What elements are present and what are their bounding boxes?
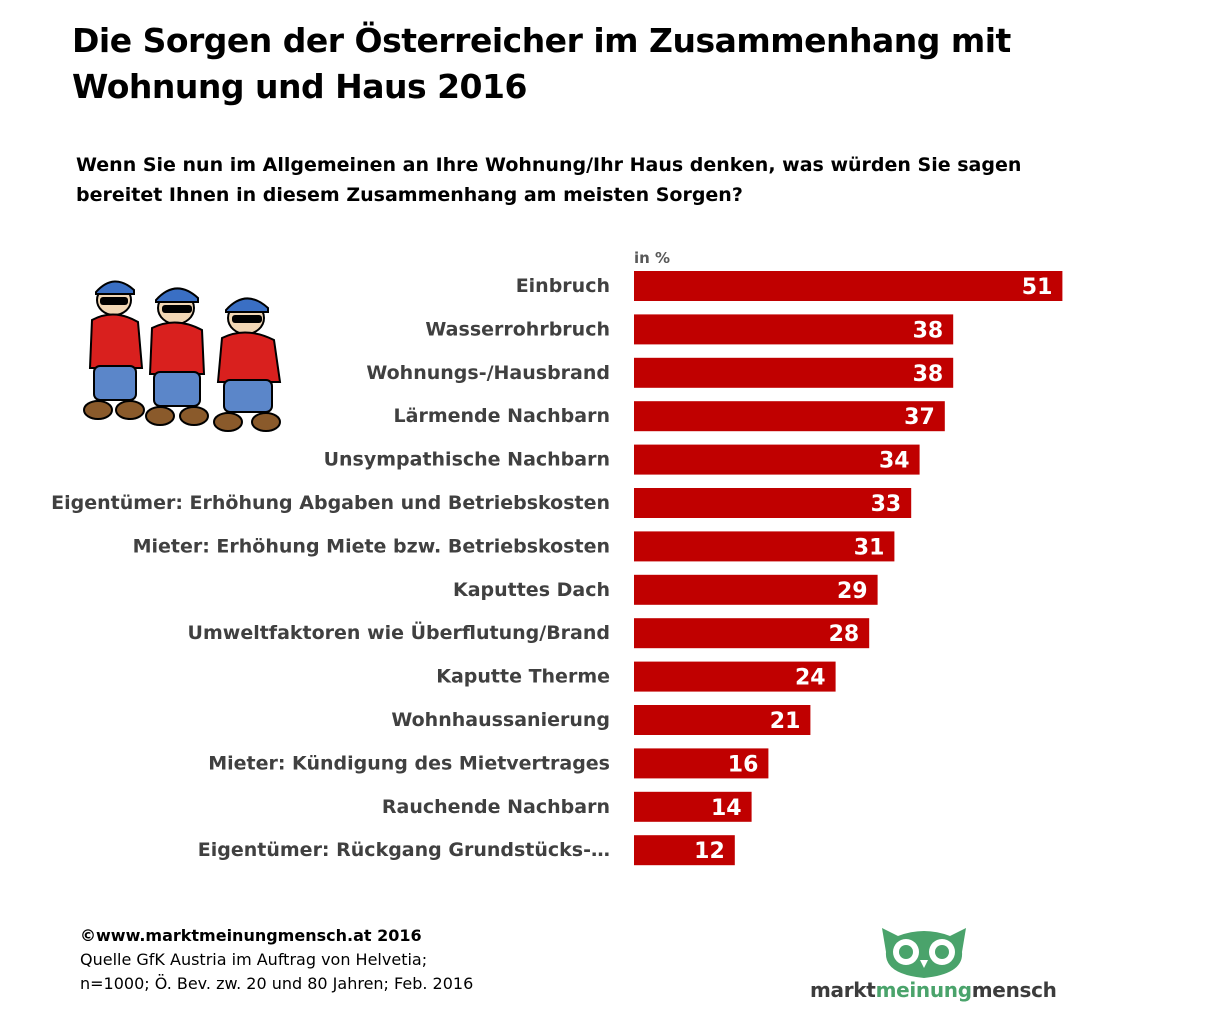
logo-word-meinung: meinung	[875, 978, 973, 1002]
bar	[634, 574, 878, 605]
bar-value-label: 34	[879, 449, 910, 474]
category-label: Eigentümer: Erhöhung Abgaben und Betrieb…	[51, 492, 610, 514]
bar	[634, 618, 870, 649]
category-label: Wohnhaussanierung	[391, 709, 610, 731]
bar	[634, 531, 895, 562]
chart-title: Die Sorgen der Österreicher im Zusammenh…	[72, 18, 1072, 110]
category-label: Wasserrohrbruch	[425, 318, 610, 340]
burglar-figure-left	[83, 280, 145, 420]
bar-value-label: 38	[913, 318, 944, 343]
bar-value-label: 21	[770, 709, 801, 734]
category-label: Eigentümer: Rückgang Grundstücks-…	[198, 839, 610, 861]
bar-value-label: 12	[694, 839, 725, 864]
bar-value-label: 29	[837, 579, 868, 604]
source-line-1: Quelle GfK Austria im Auftrag von Helvet…	[80, 950, 428, 969]
bar	[634, 748, 769, 779]
logo-word-markt: markt	[810, 978, 876, 1002]
category-label: Umweltfaktoren wie Überflutung/Brand	[188, 620, 610, 644]
category-label: Unsympathische Nachbarn	[324, 449, 610, 471]
category-label: Kaputtes Dach	[453, 579, 610, 601]
copyright-text: ©www.marktmeinungmensch.at 2016	[80, 926, 422, 945]
brand-logo: marktmeinungmensch	[808, 922, 1057, 1002]
bar	[634, 444, 920, 475]
category-label: Lärmende Nachbarn	[394, 405, 610, 427]
bar	[634, 314, 954, 345]
bar	[634, 401, 945, 432]
logo-wordmark: marktmeinungmensch	[810, 978, 1057, 1002]
bar-value-label: 33	[871, 492, 902, 517]
category-label: Wohnungs-/Hausbrand	[366, 362, 610, 384]
chart-title-line-1: Die Sorgen der Österreicher im Zusammenh…	[72, 21, 1011, 60]
bar-value-label: 37	[904, 405, 935, 430]
bar	[634, 835, 735, 866]
bar	[634, 661, 836, 692]
bar-value-label: 16	[728, 752, 759, 777]
unit-label: in %	[634, 249, 671, 267]
bar-value-label: 38	[913, 362, 944, 387]
survey-question: Wenn Sie nun im Allgemeinen an Ihre Wohn…	[76, 150, 1136, 210]
bar	[634, 357, 954, 388]
bar-value-label: 51	[1022, 275, 1053, 300]
bar	[634, 488, 912, 518]
bar-value-label: 24	[795, 666, 826, 691]
burglar-figure-middle	[145, 287, 209, 426]
burglars-illustration	[83, 280, 282, 432]
bar-value-label: 28	[829, 622, 860, 647]
bar	[634, 271, 1063, 301]
logo-word-mensch: mensch	[971, 978, 1057, 1002]
category-label: Kaputte Therme	[436, 666, 610, 688]
chart-title-line-2: Wohnung und Haus 2016	[72, 67, 527, 106]
source-line-2: n=1000; Ö. Bev. zw. 20 und 80 Jahren; Fe…	[80, 974, 474, 993]
burglar-figure-right	[213, 297, 282, 432]
bar	[634, 705, 811, 735]
survey-question-line-2: bereitet Ihnen in diesem Zusammenhang am…	[76, 184, 743, 206]
footer: ©www.marktmeinungmensch.at 2016 Quelle G…	[80, 924, 473, 996]
category-label: Einbruch	[516, 275, 610, 297]
survey-question-line-1: Wenn Sie nun im Allgemeinen an Ihre Wohn…	[76, 154, 1022, 176]
bar-value-label: 14	[711, 796, 742, 821]
category-label: Mieter: Erhöhung Miete bzw. Betriebskost…	[133, 535, 610, 557]
bar-value-label: 31	[854, 535, 885, 560]
category-label: Rauchende Nachbarn	[382, 796, 610, 818]
category-label: Mieter: Kündigung des Mietvertrages	[208, 752, 610, 774]
owl-icon	[882, 928, 966, 978]
bar	[634, 791, 752, 822]
